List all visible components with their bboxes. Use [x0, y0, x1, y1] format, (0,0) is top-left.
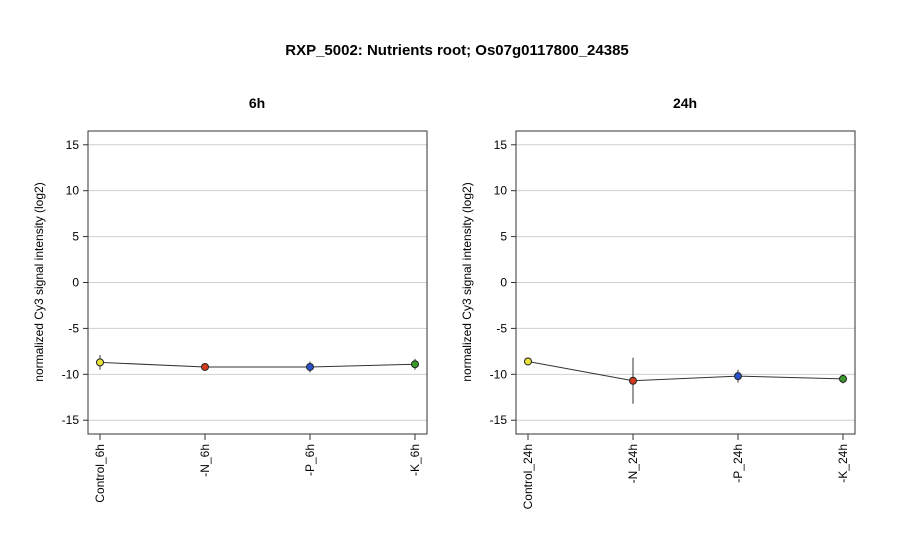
data-point [306, 362, 314, 371]
x-tick-label: -K_6h [408, 444, 422, 476]
data-point [96, 358, 104, 367]
y-tick-label: 10 [66, 184, 80, 198]
x-tick-label: Control_6h [93, 444, 107, 503]
data-point [411, 360, 419, 369]
data-point [524, 357, 532, 366]
figure-title: RXP_5002: Nutrients root; Os07g0117800_2… [285, 42, 629, 59]
data-point [629, 376, 637, 385]
y-tick-label: 0 [72, 276, 79, 290]
data-point [201, 362, 209, 371]
y-tick-label: 0 [500, 276, 507, 290]
y-tick-label: -10 [62, 367, 80, 381]
y-tick-label: -5 [496, 321, 507, 335]
series-line [99, 361, 416, 368]
x-tick-label: -N_6h [198, 444, 212, 477]
y-tick-label: -15 [490, 413, 508, 427]
y-tick-label: -5 [68, 321, 79, 335]
y-tick-label: 5 [500, 230, 507, 244]
chart-panel-6h: 6h normalized Cy3 signal intensity (log2… [32, 95, 428, 503]
data-point [734, 372, 742, 381]
x-tick-label: Control_24h [521, 444, 535, 509]
y-tick-label: 10 [494, 184, 508, 198]
y-tick-label: -10 [490, 367, 508, 381]
y-tick-label: 15 [494, 138, 508, 152]
y-tick-label: 15 [66, 138, 80, 152]
x-tick-label: -K_24h [836, 444, 850, 483]
y-axis-label-6h: normalized Cy3 signal intensity (log2) [32, 182, 46, 381]
x-tick-label: -P_6h [303, 444, 317, 476]
panel-title-24h: 24h [673, 95, 697, 111]
y-tick-label: 5 [72, 230, 79, 244]
y-axis-label-24h: normalized Cy3 signal intensity (log2) [460, 182, 474, 381]
y-tick-label: -15 [62, 413, 80, 427]
plot-area-24h: -15 -10 -5 0 5 10 15 Control_24h -N_24h -P_24h -K_… [490, 130, 856, 509]
chart-panel-24h: 24h normalized Cy3 signal intensity (log… [460, 95, 856, 509]
data-point [839, 374, 847, 383]
series-line [527, 360, 844, 382]
x-tick-label: -N_24h [626, 444, 640, 483]
plot-area-6h: -15 -10 -5 0 5 10 15 Control_6h -N_6h -P_6h -K_6h [62, 130, 428, 503]
panel-title-6h: 6h [249, 95, 265, 111]
x-tick-label: -P_24h [731, 444, 745, 483]
